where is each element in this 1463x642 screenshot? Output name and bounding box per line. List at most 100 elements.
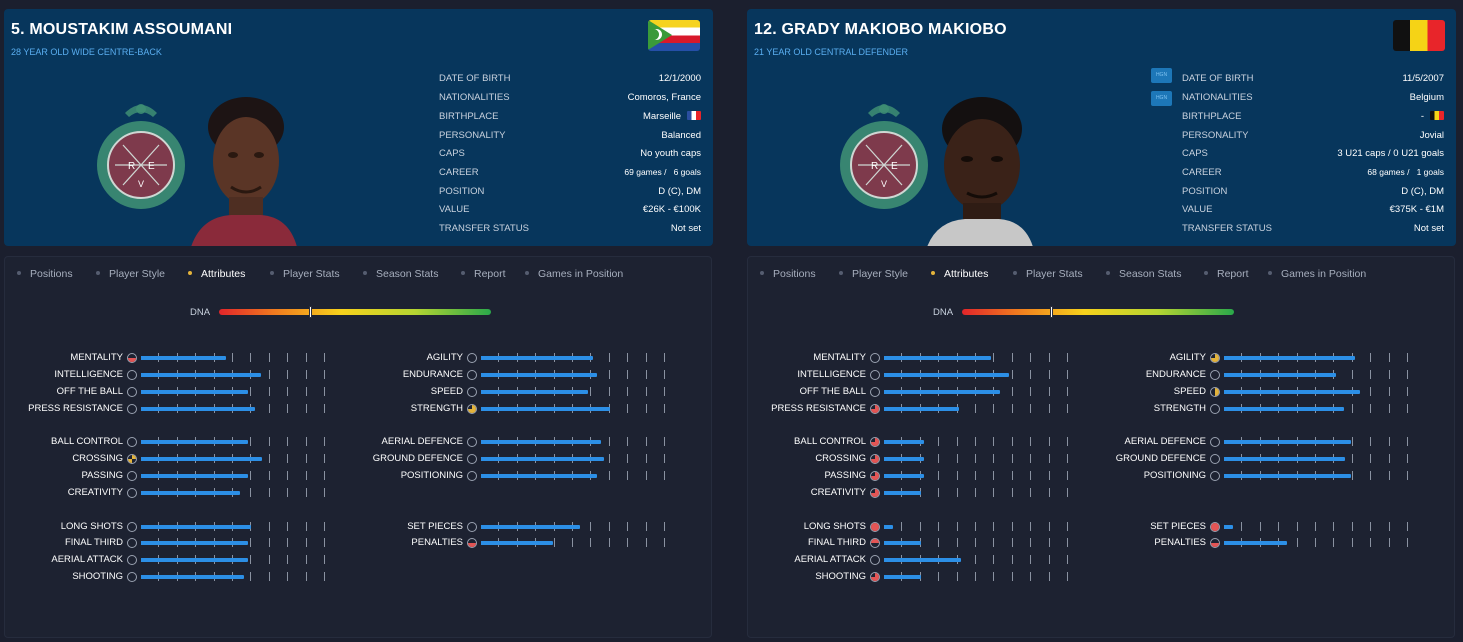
- bar-tick: [1049, 370, 1050, 379]
- attribute-row[interactable]: ENDURANCE: [403, 368, 665, 382]
- bar-tick: [975, 437, 976, 446]
- bar-tick: [324, 437, 325, 446]
- attribute-label: GROUND DEFENCE: [1115, 453, 1206, 464]
- bar-tick: [975, 488, 976, 497]
- bar-tick: [664, 471, 665, 480]
- attribute-row[interactable]: PENALTIES: [1154, 536, 1408, 550]
- attribute-row[interactable]: AERIAL DEFENCE: [1125, 435, 1408, 449]
- attribute-row[interactable]: BALL CONTROL: [794, 435, 1068, 449]
- attribute-row[interactable]: AERIAL ATTACK: [794, 553, 1068, 567]
- bar-tick: [1389, 454, 1390, 463]
- pie-segment: [871, 442, 875, 446]
- bar-tick: [590, 522, 591, 531]
- attribute-row[interactable]: SHOOTING: [815, 570, 1068, 584]
- attribute-row[interactable]: FINAL THIRD: [65, 536, 325, 550]
- tab-positions[interactable]: Positions: [760, 268, 816, 280]
- attribute-row[interactable]: SHOOTING: [72, 570, 325, 584]
- attribute-rating-pie-icon: [1210, 437, 1220, 447]
- attribute-row[interactable]: AERIAL DEFENCE: [382, 435, 665, 449]
- attribute-bar-fill: [1224, 440, 1351, 444]
- attribute-row[interactable]: SET PIECES: [1150, 520, 1408, 534]
- hgn-badge: HGN: [1151, 68, 1172, 83]
- info-personality: PERSONALITY Balanced: [439, 130, 701, 141]
- pie-segment: [875, 577, 879, 581]
- bar-tick: [232, 353, 233, 362]
- attribute-row[interactable]: CREATIVITY: [68, 486, 325, 500]
- bar-tick: [1067, 555, 1068, 564]
- tab-games-in-position[interactable]: Games in Position: [525, 268, 623, 280]
- tab-player-style[interactable]: Player Style: [96, 268, 165, 280]
- attribute-row[interactable]: PRESS RESISTANCE: [771, 402, 1068, 416]
- bar-tick: [269, 555, 270, 564]
- tab-player-stats[interactable]: Player Stats: [1013, 268, 1083, 280]
- attribute-row[interactable]: STRENGTH: [411, 402, 665, 416]
- attribute-row[interactable]: MENTALITY: [70, 351, 325, 365]
- attribute-row[interactable]: FINAL THIRD: [808, 536, 1068, 550]
- attribute-row[interactable]: PENALTIES: [411, 536, 665, 550]
- attribute-row[interactable]: CREATIVITY: [811, 486, 1068, 500]
- attribute-row[interactable]: GROUND DEFENCE: [1116, 452, 1408, 466]
- tab-player-style[interactable]: Player Style: [839, 268, 908, 280]
- bar-tick: [664, 387, 665, 396]
- attribute-row[interactable]: POSITIONING: [1144, 469, 1408, 483]
- tab-positions[interactable]: Positions: [17, 268, 73, 280]
- attribute-label: AERIAL ATTACK: [794, 554, 866, 565]
- dna-bar: [219, 306, 491, 318]
- attribute-row[interactable]: LONG SHOTS: [804, 520, 1068, 534]
- tab-report[interactable]: Report: [1204, 268, 1249, 280]
- tab-attributes[interactable]: Attributes: [188, 268, 245, 280]
- attribute-rating-pie-icon: [127, 353, 137, 363]
- bar-tick: [957, 488, 958, 497]
- attribute-row[interactable]: LONG SHOTS: [61, 520, 325, 534]
- tab-report[interactable]: Report: [461, 268, 506, 280]
- attribute-row[interactable]: OFF THE BALL: [57, 385, 325, 399]
- bar-tick: [664, 522, 665, 531]
- attribute-bar-fill: [1224, 390, 1360, 394]
- attribute-row[interactable]: PASSING: [81, 469, 325, 483]
- bar-tick: [269, 488, 270, 497]
- attribute-bar-fill: [141, 373, 261, 377]
- attribute-row[interactable]: MENTALITY: [813, 351, 1068, 365]
- attribute-row[interactable]: PASSING: [824, 469, 1068, 483]
- bar-tick: [269, 387, 270, 396]
- info-value: VALUE €26K - €100K: [439, 204, 701, 215]
- attribute-label: POSITIONING: [1143, 470, 1206, 481]
- bar-tick: [1049, 522, 1050, 531]
- bar-tick: [609, 538, 610, 547]
- attribute-row[interactable]: BALL CONTROL: [51, 435, 325, 449]
- attribute-row[interactable]: CROSSING: [815, 452, 1068, 466]
- bar-tick: [1407, 404, 1408, 413]
- tab-attributes[interactable]: Attributes: [931, 268, 988, 280]
- attribute-row[interactable]: INTELLIGENCE: [54, 368, 325, 382]
- attribute-row[interactable]: INTELLIGENCE: [797, 368, 1068, 382]
- tab-season-stats[interactable]: Season Stats: [1106, 268, 1181, 280]
- bar-tick: [975, 471, 976, 480]
- attribute-row[interactable]: OFF THE BALL: [800, 385, 1068, 399]
- attribute-label: PASSING: [824, 470, 866, 481]
- tab-games-in-position[interactable]: Games in Position: [1268, 268, 1366, 280]
- bar-tick: [1067, 572, 1068, 581]
- attribute-row[interactable]: AERIAL ATTACK: [51, 553, 325, 567]
- tab-season-stats[interactable]: Season Stats: [363, 268, 438, 280]
- tab-player-stats[interactable]: Player Stats: [270, 268, 340, 280]
- attribute-row[interactable]: ENDURANCE: [1146, 368, 1408, 382]
- attribute-bar-fill: [884, 356, 991, 360]
- bar-tick: [957, 437, 958, 446]
- bar-tick: [1030, 454, 1031, 463]
- pie-segment: [871, 409, 875, 413]
- attribute-row[interactable]: POSITIONING: [401, 469, 665, 483]
- attribute-row[interactable]: GROUND DEFENCE: [373, 452, 665, 466]
- attribute-row[interactable]: CROSSING: [72, 452, 325, 466]
- attribute-row[interactable]: PRESS RESISTANCE: [28, 402, 325, 416]
- attribute-bar-fill: [884, 457, 924, 461]
- attribute-row[interactable]: AGILITY: [427, 351, 665, 365]
- attribute-bar-track: [1224, 404, 1408, 413]
- attribute-row[interactable]: AGILITY: [1170, 351, 1408, 365]
- attribute-row[interactable]: SPEED: [1174, 385, 1408, 399]
- attribute-row[interactable]: STRENGTH: [1154, 402, 1408, 416]
- bar-tick: [324, 488, 325, 497]
- attribute-rating-pie-icon: [870, 488, 880, 498]
- attribute-row[interactable]: SPEED: [431, 385, 665, 399]
- attribute-row[interactable]: SET PIECES: [407, 520, 665, 534]
- bar-tick: [1278, 522, 1279, 531]
